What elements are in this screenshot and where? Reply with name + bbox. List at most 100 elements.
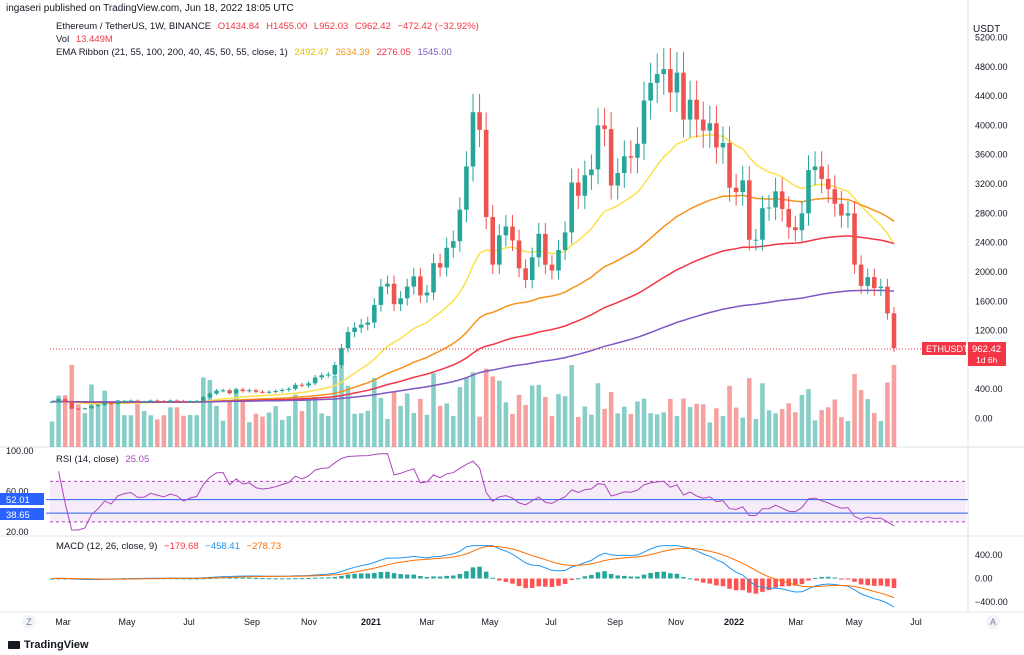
time-tick-label: Jul — [910, 617, 922, 627]
volume-bar — [358, 413, 364, 447]
rsi-badge-lower — [0, 508, 44, 520]
candle-body — [345, 332, 351, 349]
volume-label[interactable]: Vol — [56, 34, 70, 45]
macd-hist-bar — [516, 578, 522, 587]
macd-hist-bar — [839, 578, 844, 580]
volume-bar — [806, 389, 811, 447]
time-tick-label: 2022 — [724, 617, 744, 627]
candle-body — [82, 408, 88, 410]
volume-bar — [319, 413, 324, 447]
macd-hist-bar — [299, 578, 305, 580]
symbol-badge-text: ETHUSDT — [926, 344, 969, 354]
macd-hist-bar — [615, 575, 621, 579]
candle-body — [819, 166, 824, 179]
price-tick-label: 2000.00 — [975, 267, 1008, 277]
volume-bar — [108, 402, 114, 447]
volume-bar — [510, 413, 515, 447]
rsi-badge-upper-text: 52.01 — [6, 495, 30, 506]
candle-body — [56, 399, 61, 402]
macd-hist-bar — [582, 576, 588, 579]
macd-hist-bar — [819, 576, 824, 579]
candle-body — [766, 207, 772, 209]
candle-body — [437, 263, 443, 268]
ema200-value: 1545.00 — [417, 47, 452, 58]
macd-hist-bar — [352, 573, 357, 579]
candle-body — [108, 403, 114, 405]
volume-bar — [871, 413, 877, 447]
volume-bar — [779, 409, 785, 447]
volume-bar — [372, 378, 377, 447]
volume-bar — [635, 401, 640, 447]
volume-bar — [286, 416, 292, 447]
time-tick-label: Mar — [55, 617, 71, 627]
high-value: H1455.00 — [266, 21, 308, 32]
volume-bar — [819, 410, 824, 447]
candle-body — [806, 170, 811, 214]
candle-body — [885, 286, 890, 314]
volume-bar — [497, 380, 502, 447]
macd-hist-bar — [760, 578, 765, 592]
volume-bar — [727, 385, 732, 447]
candle-body — [201, 397, 206, 401]
macd-hist-bar — [529, 578, 535, 588]
volume-bar — [674, 416, 680, 447]
candle-body — [325, 374, 331, 376]
volume-bar — [878, 420, 884, 447]
candle-body — [286, 388, 292, 390]
volume-bar — [793, 412, 798, 447]
candle-body — [720, 143, 726, 148]
macd-hist-bar — [825, 576, 831, 579]
macd-hist-bar — [247, 577, 252, 579]
candle-body — [556, 249, 561, 271]
volume-bar — [753, 419, 759, 447]
volume-bar — [832, 399, 838, 447]
candle-body — [575, 182, 581, 196]
candle-body — [227, 390, 232, 394]
candle-body — [773, 191, 778, 208]
time-tick-label: Nov — [668, 617, 685, 627]
volume-bar — [661, 412, 667, 447]
rsi-tick-label: 20.00 — [6, 527, 29, 537]
price-badge-value: 962.42 — [972, 344, 1001, 355]
candle-body — [812, 166, 818, 171]
macd-hist-bar — [786, 578, 792, 587]
low-value: L952.03 — [313, 21, 349, 32]
candle-body — [247, 390, 252, 392]
volume-bar — [279, 419, 285, 447]
macd-hist-bar — [266, 578, 272, 580]
candle-body — [253, 390, 259, 392]
volume-bar — [622, 406, 627, 447]
candle-body — [536, 233, 542, 258]
macd-hist-bar — [286, 578, 292, 580]
candle-body — [760, 208, 765, 240]
candle-body — [786, 208, 792, 228]
volume-bar — [128, 415, 134, 447]
candle-body — [62, 399, 68, 402]
price-tick-label: 0.00 — [975, 414, 993, 424]
price-tick-label: 5200.00 — [975, 33, 1008, 43]
candle-body — [102, 403, 107, 405]
candle-body — [681, 72, 686, 120]
macd-hist-bar — [562, 578, 568, 584]
candle-body — [128, 400, 134, 402]
symbol-name[interactable]: Ethereum / TetherUS, 1W, BINANCE — [56, 21, 212, 32]
macd-hist-bar — [549, 578, 555, 587]
ema-label[interactable]: EMA Ribbon (21, 55, 100, 200, 40, 45, 50… — [56, 47, 288, 58]
macd-hist-bar — [641, 574, 647, 579]
auto-scale-button[interactable]: A — [986, 615, 1000, 629]
tradingview-logo[interactable]: TradingView — [8, 639, 89, 651]
macd-label[interactable]: MACD (12, 26, close, 9) — [56, 541, 158, 552]
volume-bar — [845, 421, 851, 447]
timezone-button[interactable]: Z — [22, 615, 36, 629]
candle-body — [161, 400, 167, 402]
candle-body — [503, 226, 509, 236]
candle-body — [865, 277, 870, 286]
price-tick-label: 4000.00 — [975, 120, 1008, 130]
volume-bar — [253, 413, 259, 447]
price-tick-label: 1200.00 — [975, 326, 1008, 336]
volume-bar — [760, 383, 765, 447]
rsi-label[interactable]: RSI (14, close) — [56, 454, 119, 465]
ema21-value: 2492.47 — [294, 47, 329, 58]
candle-body — [365, 322, 371, 325]
